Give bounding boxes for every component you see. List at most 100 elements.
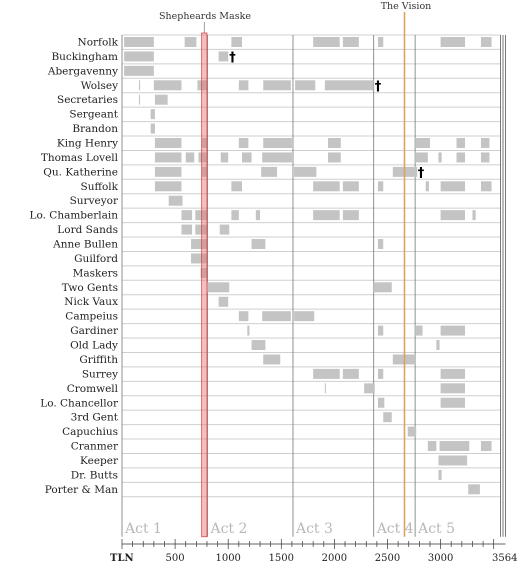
character-label: Cromwell [67,383,119,395]
character-label: Norfolk [78,37,119,49]
axis-tick-label: 2500 [375,553,400,564]
presence-bar [150,123,155,134]
character-label: Qu. Katherine [43,166,118,178]
presence-bar [168,195,183,206]
character-label: Old Lady [70,340,118,352]
presence-bar [377,37,384,47]
act-label: Act 4 [376,521,414,537]
presence-bar [456,138,466,149]
axis-tick-label: 500 [166,553,185,564]
character-label: Nick Vaux [64,296,118,308]
presence-bar [342,181,359,192]
death-markers: † † † [229,50,425,180]
presence-bar [415,325,423,336]
presence-bar [184,37,197,47]
presence-bar [377,397,385,408]
presence-bar [197,80,207,91]
presence-bar [238,138,249,149]
presence-bar [468,484,480,495]
presence-bar [201,166,207,177]
presence-bar [440,368,466,379]
presence-bar [328,138,341,149]
axis-label: TLN [110,553,134,564]
presence-bar [181,210,193,221]
shepherds-maske-label: Shepheards Maske [159,11,251,22]
presence-bar [138,94,141,105]
character-label: Buckingham [51,51,118,63]
act-label: Act 3 [295,521,333,537]
presence-bar [425,181,429,192]
character-label: Surveyor [70,195,119,207]
character-label: Keeper [80,455,119,467]
presence-bar [231,37,243,47]
character-label: Surrey [82,368,118,380]
presence-bar [198,152,207,163]
presence-bar [342,37,359,47]
character-label: Griffith [79,354,118,366]
character-label: Suffolk [81,181,119,193]
presence-bar [154,94,168,105]
presence-bar [150,109,155,120]
presence-bar [218,51,229,62]
presence-bar [440,37,466,47]
character-label: Campeius [65,311,118,323]
presence-bar [251,239,266,250]
presence-bar [480,152,490,163]
presence-bar [364,383,375,394]
presence-bar [313,37,340,47]
axis-tick-label: 1000 [215,553,240,564]
presence-bar [153,80,182,91]
presence-bar [324,80,374,91]
presence-bar [407,426,417,437]
presence-bar [220,152,229,163]
presence-bar [438,455,468,466]
the-vision-label: The Vision [381,1,432,12]
presence-bar [218,296,229,307]
presence-bar [201,138,207,149]
presence-bar [383,412,392,423]
presence-bar [255,210,261,221]
death-marker: † [375,79,382,94]
character-label: Dr. Butts [71,469,118,481]
presence-bar [206,282,230,293]
character-label: Wolsey [81,80,118,92]
presence-bar [154,152,182,163]
character-label: Guilford [74,253,118,265]
presence-bar [472,210,476,221]
presence-bar [154,138,182,149]
presence-bar [263,354,281,365]
presence-bar [480,181,492,192]
highlight-overlays [201,12,406,538]
presence-bar [440,397,466,408]
presence-bar [438,469,442,480]
presence-bar [342,368,359,379]
death-marker: † [418,166,425,181]
act-label: Act 5 [417,521,455,537]
presence-bar [231,181,243,192]
presence-bar [294,311,315,322]
presence-bar [313,368,340,379]
presence-bar [439,441,470,452]
presence-bar [154,166,182,177]
act-dividers: Act 1 Act 2 Act 3 Act 4 Act 5 [121,35,506,537]
top-annotations: Shepheards Maske The Vision [159,1,431,22]
axis-tick-label: 1500 [269,553,294,564]
row-gridlines [122,34,501,498]
character-label: Anne Bullen [52,239,118,251]
presence-bar [427,441,437,452]
presence-bar [181,224,193,235]
presence-bar [195,224,207,235]
tln-axis: TLN 3564 500 1000 1500 2000 2500 3000 [110,539,517,564]
act-label: Act 1 [124,521,162,537]
presence-bar [313,210,340,221]
presence-bar [415,152,428,163]
presence-bars [124,37,492,495]
character-label: Thomas Lovell [41,152,119,164]
presence-bar [415,138,430,149]
presence-bar [294,166,317,177]
presence-bar [191,253,207,264]
presence-bar [261,166,278,177]
presence-bar [242,152,252,163]
presence-bar [440,181,466,192]
character-label: Cranmer [71,441,119,453]
